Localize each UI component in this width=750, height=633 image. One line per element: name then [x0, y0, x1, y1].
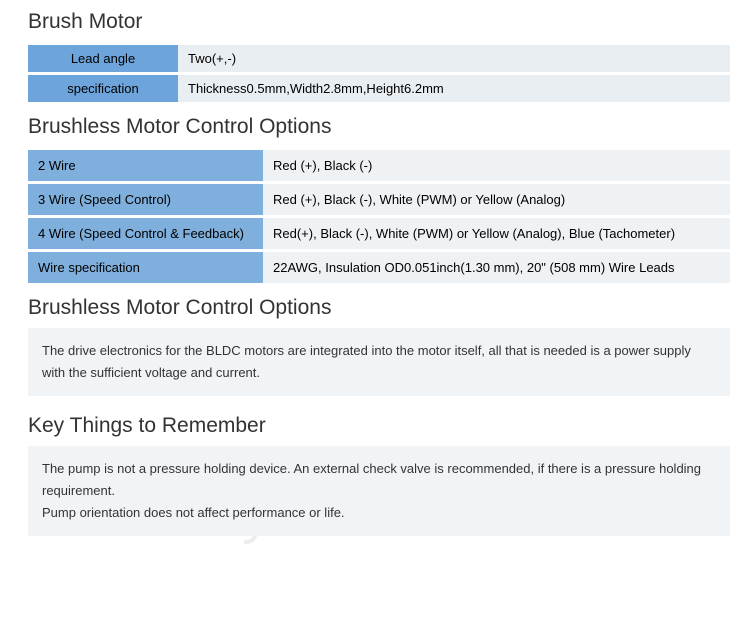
row-label: 3 Wire (Speed Control) — [28, 184, 263, 215]
row-value: Two(+,-) — [178, 45, 730, 72]
row-value: Thickness0.5mm,Width2.8mm,Height6.2mm — [178, 75, 730, 102]
section4-title: Key Things to Remember — [28, 414, 730, 438]
section1-title: Brush Motor — [28, 10, 730, 34]
table-row: Lead angle Two(+,-) — [28, 45, 730, 72]
section3-note: The drive electronics for the BLDC motor… — [28, 328, 730, 396]
note-line: The pump is not a pressure holding devic… — [42, 458, 716, 502]
row-value: Red (+), Black (-) — [263, 150, 730, 181]
row-label: Lead angle — [28, 45, 178, 72]
section3-title: Brushless Motor Control Options — [28, 296, 730, 320]
section2-title: Brushless Motor Control Options — [28, 115, 730, 139]
table-row: specification Thickness0.5mm,Width2.8mm,… — [28, 75, 730, 102]
row-value: Red(+), Black (-), White (PWM) or Yellow… — [263, 218, 730, 249]
brushless-options-table: 2 Wire Red (+), Black (-) 3 Wire (Speed … — [28, 147, 730, 286]
row-value: 22AWG, Insulation OD0.051inch(1.30 mm), … — [263, 252, 730, 283]
table-row: 3 Wire (Speed Control) Red (+), Black (-… — [28, 184, 730, 215]
table-row: 4 Wire (Speed Control & Feedback) Red(+)… — [28, 218, 730, 249]
row-value: Red (+), Black (-), White (PWM) or Yello… — [263, 184, 730, 215]
row-label: Wire specification — [28, 252, 263, 283]
table-row: Wire specification 22AWG, Insulation OD0… — [28, 252, 730, 283]
row-label: specification — [28, 75, 178, 102]
note-line: Pump orientation does not affect perform… — [42, 502, 716, 524]
table-row: 2 Wire Red (+), Black (-) — [28, 150, 730, 181]
row-label: 2 Wire — [28, 150, 263, 181]
brush-motor-table: Lead angle Two(+,-) specification Thickn… — [28, 42, 730, 105]
section4-note: The pump is not a pressure holding devic… — [28, 446, 730, 536]
row-label: 4 Wire (Speed Control & Feedback) — [28, 218, 263, 249]
